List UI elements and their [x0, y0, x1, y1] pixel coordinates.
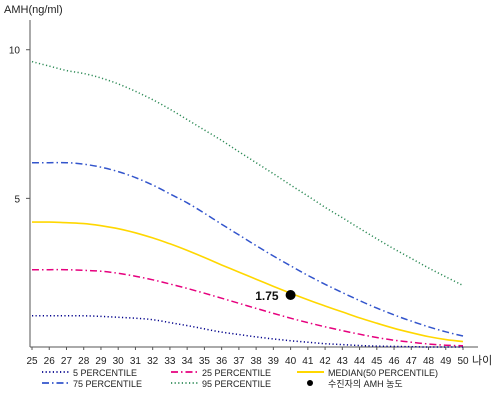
series-line-median-50-percentile — [31, 221, 464, 343]
x-tick-label: 45 — [371, 356, 383, 367]
x-tick-label: 29 — [95, 356, 107, 367]
x-tick-label: 46 — [388, 356, 400, 367]
y-ticks: 5 10 — [9, 46, 30, 205]
y-tick-label: 10 — [9, 46, 21, 57]
series-line-75-percentile — [32, 161, 464, 337]
x-tick-label: 34 — [182, 356, 194, 367]
legend: 5 PERCENTILE 25 PERCENTILE MEDIAN(50 PERCE… — [42, 368, 438, 389]
series-line-25-percentile — [31, 268, 464, 347]
legend-label-75-percentile: 75 PERCENTILE — [73, 379, 142, 389]
x-tick-label: 31 — [130, 356, 142, 367]
x-axis-label: 나이 — [472, 354, 492, 367]
series-line-95-percentile — [31, 60, 464, 287]
legend-label-5-percentile: 5 PERCENTILE — [73, 368, 137, 378]
x-tick-label: 39 — [268, 356, 280, 367]
legend-label-median-50-percentile: MEDIAN(50 PERCENTILE) — [328, 368, 438, 378]
x-tick-label: 49 — [440, 356, 452, 367]
x-ticks: 25 26 27 28 29 30 31 32 33 34 35 36 37 38 39 40 41 42 43 44… — [26, 347, 469, 367]
x-tick-label: 28 — [78, 356, 90, 367]
series-line-5-percentile — [31, 315, 463, 348]
patient-amh-marker — [285, 289, 296, 300]
x-tick-label: 25 — [26, 356, 38, 367]
x-tick-label: 40 — [285, 356, 297, 367]
x-tick-label: 26 — [44, 356, 56, 367]
x-tick-label: 48 — [423, 356, 435, 367]
patient-marker-group: 1.75 — [255, 289, 296, 303]
x-tick-label: 41 — [302, 356, 314, 367]
x-tick-label: 47 — [406, 356, 418, 367]
x-tick-label: 32 — [147, 356, 159, 367]
y-tick-label: 5 — [14, 194, 20, 205]
x-tick-label: 44 — [354, 356, 366, 367]
series-lines — [31, 60, 464, 348]
x-tick-label: 30 — [113, 356, 125, 367]
legend-label-25-percentile: 25 PERCENTILE — [202, 368, 271, 378]
legend-label-patient-marker: 수진자의 AMH 농도 — [328, 379, 403, 389]
x-tick-label: 33 — [164, 356, 176, 367]
x-tick-label: 27 — [61, 356, 73, 367]
patient-amh-value-label: 1.75 — [255, 289, 279, 303]
x-tick-label: 50 — [457, 356, 469, 367]
legend-label-95-percentile: 95 PERCENTILE — [202, 379, 271, 389]
x-tick-label: 38 — [251, 356, 263, 367]
x-tick-label: 35 — [199, 356, 211, 367]
x-tick-label: 36 — [216, 356, 228, 367]
y-axis-label: AMH(ng/ml) — [4, 4, 63, 16]
x-tick-label: 43 — [337, 356, 349, 367]
x-tick-label: 42 — [320, 356, 332, 367]
legend-swatch-patient-marker — [307, 380, 313, 386]
x-tick-label: 37 — [233, 356, 245, 367]
